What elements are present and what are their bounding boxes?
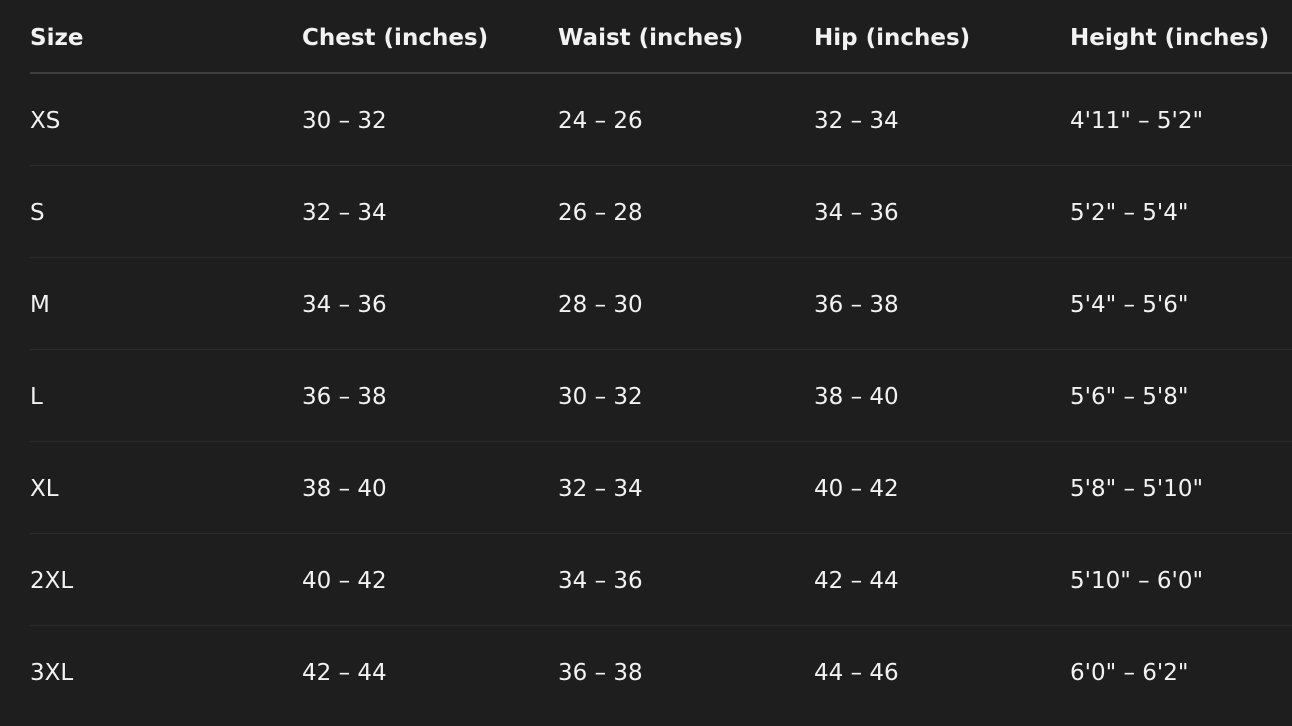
table-cell: 36 – 38 — [302, 349, 558, 442]
table-cell: M — [30, 257, 302, 350]
table-cell: 34 – 36 — [814, 165, 1070, 258]
table-cell: 36 – 38 — [814, 257, 1070, 350]
table-cell: 5'6" – 5'8" — [1070, 349, 1292, 442]
table-cell: 40 – 42 — [814, 441, 1070, 534]
table-cell: XS — [30, 73, 302, 166]
table-cell: 44 – 46 — [814, 659, 899, 686]
table-row: 2XL 40 – 42 34 – 36 42 – 44 5'10" – 6'0" — [30, 533, 1292, 626]
table-cell: 42 – 44 — [814, 533, 1070, 626]
column-header: Height (inches) — [1070, 0, 1292, 74]
table-cell: 5'2" – 5'4" — [1070, 165, 1292, 258]
table-row: L 36 – 38 30 – 32 38 – 40 5'6" – 5'8" — [30, 349, 1292, 442]
table-cell: S — [30, 165, 302, 258]
table-cell: 5'4" – 5'6" — [1070, 257, 1292, 350]
table-cell: XL — [30, 441, 302, 534]
table-cell: 34 – 36 — [302, 257, 558, 350]
table-row: XS 30 – 32 24 – 26 32 – 34 4'11" – 5'2" — [30, 73, 1292, 166]
header-row: Size Chest (inches) Waist (inches) Hip (inc… — [30, 0, 1292, 74]
table-cell: 28 – 30 — [558, 257, 814, 350]
table-cell: 3XL — [30, 659, 74, 686]
table-row: M 34 – 36 28 – 30 36 – 38 5'4" – 5'6" — [30, 257, 1292, 350]
table-cell: 32 – 34 — [558, 441, 814, 534]
table-cell: 4'11" – 5'2" — [1070, 73, 1292, 166]
table-cell: 2XL — [30, 533, 302, 626]
column-header: Waist (inches) — [558, 0, 814, 74]
column-header: Chest (inches) — [302, 0, 558, 74]
table-cell: 38 – 40 — [302, 441, 558, 534]
table-cell: 5'10" – 6'0" — [1070, 533, 1292, 626]
table-cell: 5'8" – 5'10" — [1070, 441, 1292, 534]
size-chart-table: Size Chest (inches) Waist (inches) Hip (inc… — [30, 0, 1292, 717]
table-cell: 32 – 34 — [814, 73, 1070, 166]
table-cell: 42 – 44 — [302, 659, 387, 686]
table-row: 3XL 42 – 44 36 – 38 44 – 46 6'0" – 6'2" — [30, 626, 1292, 718]
table-cell: 34 – 36 — [558, 533, 814, 626]
column-header: Size — [30, 0, 302, 74]
table-cell: L — [30, 349, 302, 442]
table-row: XL 38 – 40 32 – 34 40 – 42 5'8" – 5'10" — [30, 441, 1292, 534]
table-cell: 6'0" – 6'2" — [1070, 659, 1189, 686]
table-cell: 30 – 32 — [558, 349, 814, 442]
table-row: S 32 – 34 26 – 28 34 – 36 5'2" – 5'4" — [30, 165, 1292, 258]
table-cell: 38 – 40 — [814, 349, 1070, 442]
table-cell: 26 – 28 — [558, 165, 814, 258]
column-header: Hip (inches) — [814, 0, 1070, 74]
table-cell: 24 – 26 — [558, 73, 814, 166]
table-cell: 36 – 38 — [558, 659, 643, 686]
table-cell: 40 – 42 — [302, 533, 558, 626]
table-cell: 32 – 34 — [302, 165, 558, 258]
table-cell: 30 – 32 — [302, 73, 558, 166]
